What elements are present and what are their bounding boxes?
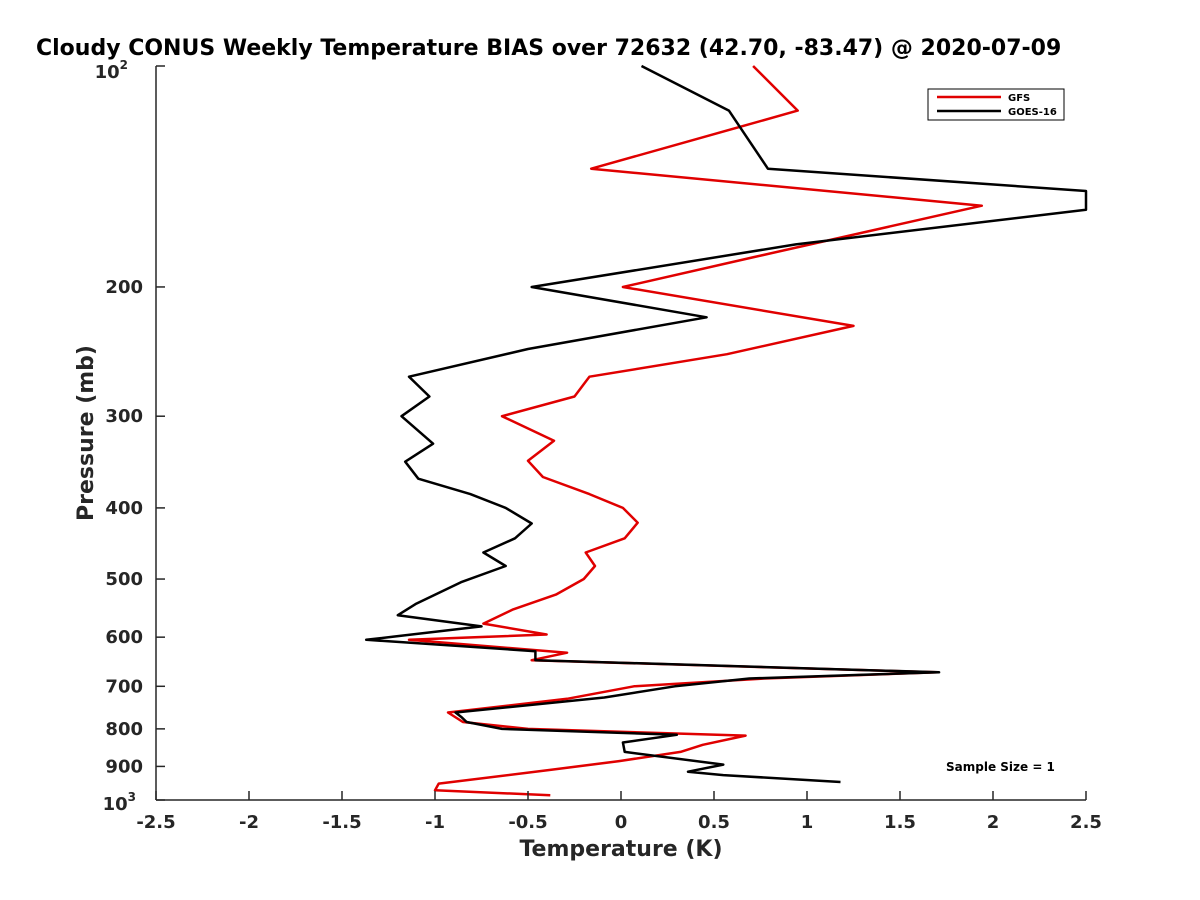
y-tick-label: 400 <box>105 498 143 519</box>
y-tick-label: 700 <box>105 676 143 697</box>
legend: GFS GOES-16 <box>927 88 1065 121</box>
y-top-exp: 2 <box>120 58 128 72</box>
x-tick-label: 2 <box>987 812 1000 833</box>
y-end-labels: 102 103 <box>95 58 136 815</box>
y-bottom-base: 10 <box>103 794 128 815</box>
y-bottom-exp: 3 <box>128 790 136 804</box>
x-tick-label: -1 <box>425 812 445 833</box>
x-tick-label: 2.5 <box>1070 812 1102 833</box>
y-tick-label: 300 <box>105 406 143 427</box>
series-line-gfs <box>407 65 984 797</box>
x-tick-label: -0.5 <box>508 812 547 833</box>
x-tick-label: 0 <box>615 812 628 833</box>
y-axis-title: Pressure (mb) <box>74 345 99 521</box>
x-tick-label: 1 <box>801 812 814 833</box>
x-tick-label: 0.5 <box>698 812 730 833</box>
y-tick-label: 200 <box>105 277 143 298</box>
x-tick-label: -1.5 <box>322 812 361 833</box>
legend-label-gfs: GFS <box>1008 93 1030 104</box>
plot-lines <box>364 64 1088 797</box>
legend-box <box>927 88 1065 121</box>
y-tick-label: 900 <box>105 756 143 777</box>
y-tick-label: 600 <box>105 627 143 648</box>
x-axis-title: Temperature (K) <box>519 837 722 862</box>
x-tick-label: -2 <box>239 812 259 833</box>
x-tick-label: 1.5 <box>884 812 916 833</box>
chart-title: Cloudy CONUS Weekly Temperature BIAS ove… <box>36 36 1061 61</box>
y-tick-label: 800 <box>105 719 143 740</box>
y-tick-label: 500 <box>105 569 143 590</box>
legend-label-goes16: GOES-16 <box>1008 107 1057 118</box>
y-top-base: 10 <box>95 62 120 83</box>
x-ticks: -2.5 -2 -1.5 -1 -0.5 0 0.5 1 1.5 2 2.5 <box>136 791 1102 833</box>
y-ticks: 200 300 400 500 600 700 800 900 <box>105 65 165 801</box>
series-line-goes16 <box>364 64 1088 784</box>
y-tick-label-top: 102 <box>95 58 128 83</box>
sample-size-annotation: Sample Size = 1 <box>946 760 1055 774</box>
y-tick-label-bottom: 103 <box>103 790 136 815</box>
x-tick-label: -2.5 <box>136 812 175 833</box>
